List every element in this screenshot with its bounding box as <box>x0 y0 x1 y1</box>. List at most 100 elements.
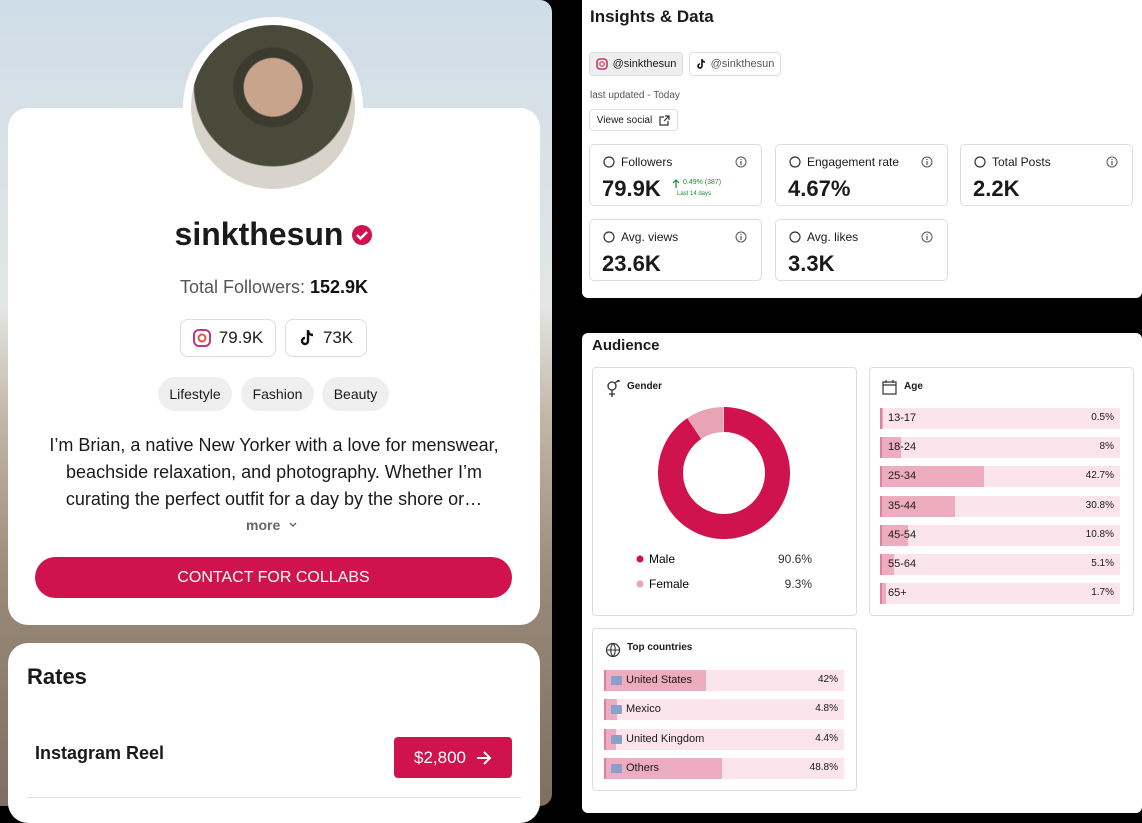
stat-card: Avg. views 23.6K <box>589 219 762 281</box>
tiktok-icon <box>300 329 313 346</box>
bar-value: 0.5% <box>1091 412 1114 423</box>
instagram-tab[interactable]: @sinkthesun <box>589 52 683 76</box>
icon-shape <box>921 231 933 243</box>
tiktok-followers: 73K <box>322 328 354 347</box>
stat-value: 79.9K <box>602 176 661 201</box>
bar-label: 13-17 <box>888 412 917 424</box>
icon-shape <box>1106 156 1118 168</box>
stat-card: Total Posts 2.2K <box>960 144 1133 206</box>
flag-icon <box>611 763 622 773</box>
tiktok-tab[interactable]: @sinkthesun <box>689 52 781 76</box>
bar-row: Others 48.8% <box>604 757 844 779</box>
bar-value: 4.8% <box>815 703 838 715</box>
bar-row: United States 42% <box>604 670 844 691</box>
arrow-icon <box>477 750 492 765</box>
legend-dot <box>636 580 644 588</box>
rate-price-button[interactable]: $2,800 <box>394 737 512 778</box>
icon-shape <box>603 156 615 168</box>
icon-shape <box>603 231 615 243</box>
bar-row: 55-64 5.1% <box>880 554 1120 575</box>
up-arrow <box>672 179 680 188</box>
flag-icon <box>611 705 622 715</box>
stat-card: Followers 79.9K 0.49% (387) Last 14 days <box>589 144 762 206</box>
instagram-icon <box>595 58 608 70</box>
bar-row: 45-54 10.8% <box>880 524 1120 546</box>
globe-icon <box>605 642 621 658</box>
stat-label: Total Posts <box>992 155 1051 169</box>
legend-value: 9.3% <box>785 577 813 591</box>
tiktok-icon <box>696 58 705 69</box>
bar-row: 25-34 42.7% <box>880 466 1120 488</box>
age-card: Age <box>869 367 1134 616</box>
bar-label: Mexico <box>626 703 661 716</box>
more-toggle[interactable]: more <box>246 517 298 533</box>
icon-shape <box>735 231 747 243</box>
stat-icon <box>603 231 615 243</box>
insights-title: Insights & Data <box>590 7 714 26</box>
bar-value: 5.1% <box>1091 558 1114 569</box>
bar-row: Mexico 4.8% <box>604 699 844 721</box>
bar-fill <box>882 554 895 575</box>
bar-fill <box>882 437 902 459</box>
bar-row: 35-44 30.8% <box>880 495 1120 517</box>
contact-button[interactable]: CONTACT FOR COLLABS <box>35 557 512 598</box>
bar-fill <box>882 583 887 605</box>
bar-label: 18-24 <box>888 441 917 454</box>
rates-card <box>8 643 540 823</box>
instagram-followers: 79.9K <box>218 328 264 347</box>
bar-fill <box>882 408 884 429</box>
bar-label: United Kingdom <box>626 732 705 745</box>
tiktok-chip[interactable]: 73K <box>285 319 367 357</box>
bar-fill <box>882 495 956 517</box>
divider <box>27 797 521 798</box>
stat-value: 23.6K <box>602 251 661 276</box>
tab-label: @sinkthesun <box>710 58 775 70</box>
flag-icon <box>611 676 622 685</box>
legend-value: 90.6% <box>778 552 812 566</box>
stat-label: Followers <box>621 155 673 169</box>
countries-title: Top countries <box>627 642 693 653</box>
info-icon <box>921 231 933 243</box>
username: sinkthesun <box>174 216 344 252</box>
stat-value: 3.3K <box>788 251 835 276</box>
audience-title: Audience <box>592 337 660 354</box>
stat-card: Engagement rate 4.67% <box>775 144 948 206</box>
bar-value: 8% <box>1099 441 1114 453</box>
bar-row: 13-17 0.5% <box>880 408 1120 429</box>
bar-value: 42.7% <box>1085 470 1114 482</box>
icon-shape <box>921 156 933 168</box>
tag: Lifestyle <box>158 377 232 411</box>
calendar-icon <box>882 380 897 395</box>
instagram-chip[interactable]: 79.9K <box>180 319 276 357</box>
instagram-icon <box>192 329 211 347</box>
username-row: sinkthesun <box>8 216 540 253</box>
stat-period: Last 14 days <box>677 191 712 197</box>
bar-row: United Kingdom 4.4% <box>604 728 844 750</box>
more-label: more <box>246 517 281 533</box>
stat-value: 4.67% <box>788 176 851 201</box>
gender-chart: Male 90.6% Female 9.3% <box>636 407 813 591</box>
legend-label: Female <box>649 577 689 591</box>
bar-label: 35-44 <box>888 499 917 512</box>
stat-icon <box>789 156 801 168</box>
stat-label: Engagement rate <box>807 155 900 169</box>
age-title: Age <box>904 381 923 392</box>
stat-change: 0.49% (387) <box>683 179 722 186</box>
bar-value: 30.8% <box>1085 499 1114 511</box>
bar-label: United States <box>626 674 693 686</box>
bar-label: 55-64 <box>888 558 917 570</box>
rate-price: $2,800 <box>414 747 466 767</box>
bar-value: 48.8% <box>809 761 838 773</box>
flag-icon <box>611 734 622 744</box>
info-icon <box>735 231 747 243</box>
bar-label: 65+ <box>888 587 907 600</box>
bar-label: 25-34 <box>888 470 917 483</box>
avatar <box>183 17 363 197</box>
bio-line: curating the perfect outfit for a day by… <box>65 489 483 509</box>
gender-icon <box>607 380 620 397</box>
chevron <box>289 522 297 527</box>
view-social-button[interactable]: Viewe social <box>589 109 678 131</box>
bar-fill <box>882 466 984 488</box>
stat-icon <box>789 231 801 243</box>
icon-shape <box>735 156 747 168</box>
